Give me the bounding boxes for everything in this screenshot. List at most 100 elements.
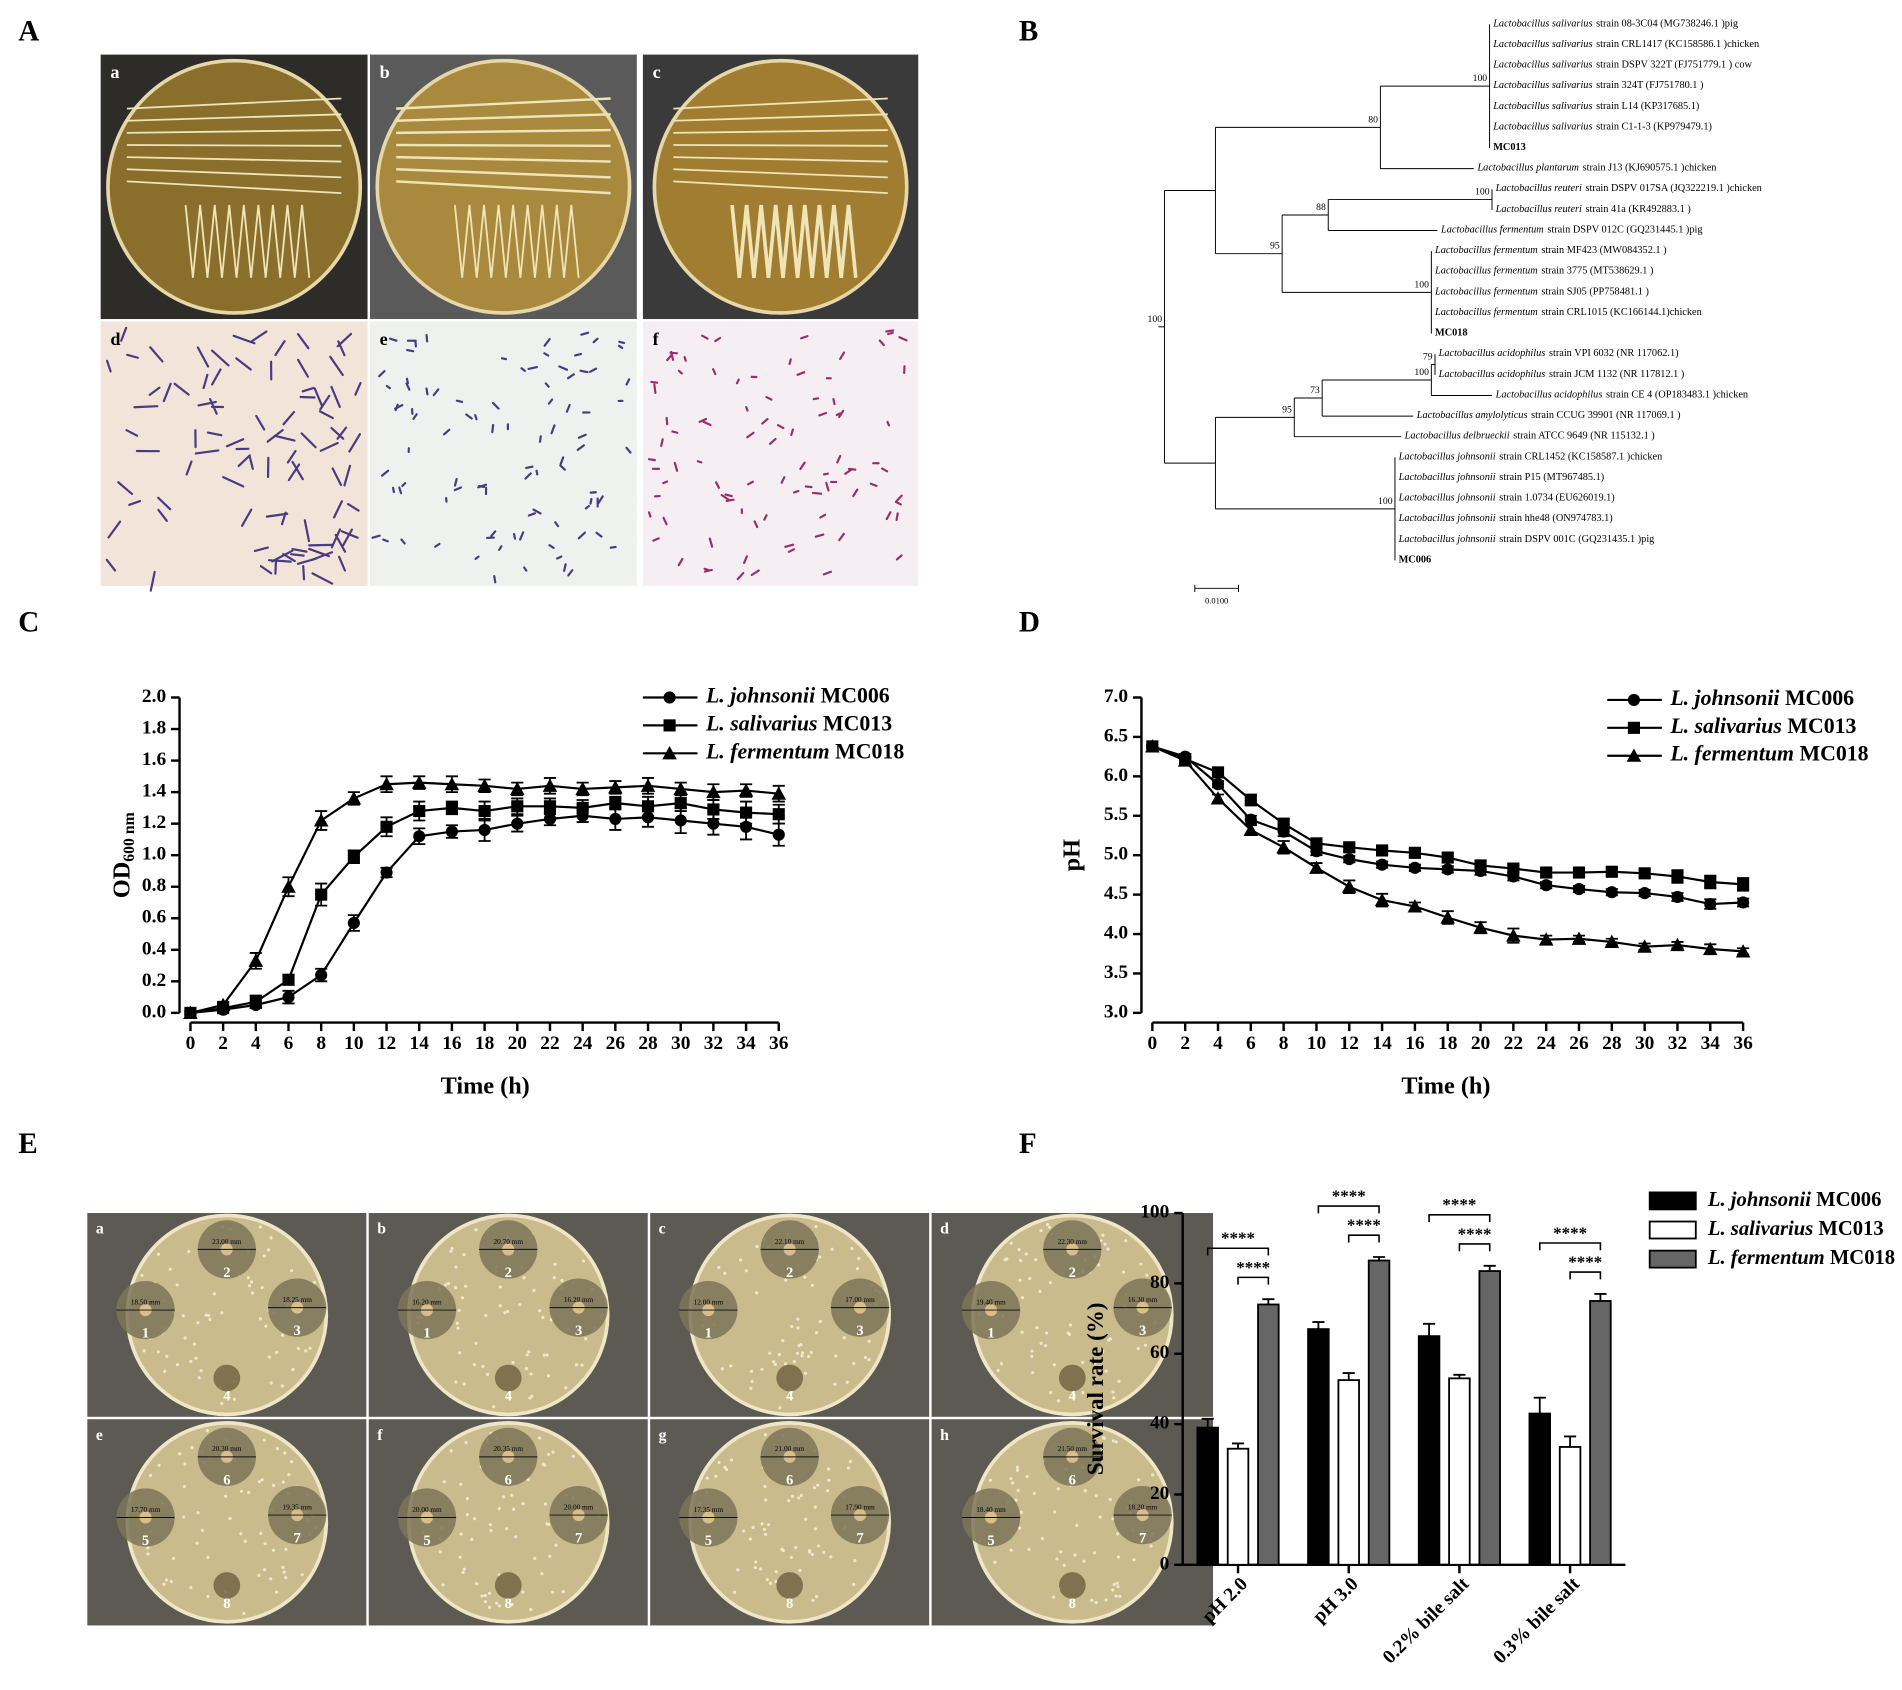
streak [126, 168, 342, 179]
bacterium [128, 499, 142, 506]
colony [190, 1446, 194, 1450]
colony [511, 1360, 515, 1365]
colony [542, 1353, 546, 1357]
strain-info: strain DSPV 322T (FJ751779.1 ) cow [1596, 60, 1752, 71]
y-tick-label: 0.4 [142, 938, 167, 959]
bootstrap-value: 80 [1368, 114, 1378, 125]
bacterium [597, 495, 604, 504]
bacterium [796, 371, 806, 376]
colony [1045, 1223, 1050, 1227]
bacterium [210, 349, 230, 367]
marker [1540, 866, 1553, 879]
strain-info: strain 1.0734 (EU626019.1) [1499, 493, 1615, 504]
colony [780, 1547, 784, 1551]
colony [250, 1280, 254, 1284]
marker [707, 817, 720, 830]
bar [1528, 1412, 1551, 1566]
bacterium [822, 472, 829, 476]
colony [239, 1489, 244, 1493]
marker [511, 800, 524, 813]
bacterium [117, 481, 134, 496]
significance-bracket [1538, 1242, 1602, 1251]
bacterium [222, 476, 245, 488]
colony [498, 1285, 502, 1289]
bacterium [898, 336, 908, 342]
colony [760, 1522, 764, 1526]
colony [1020, 1330, 1024, 1334]
colony [1056, 1487, 1060, 1491]
colony [552, 1276, 556, 1280]
colony [175, 1283, 179, 1287]
well-number: 8 [223, 1596, 230, 1612]
bacterium [308, 543, 333, 547]
significance-bracket [1569, 1271, 1602, 1280]
bacterium [565, 403, 571, 413]
colony [457, 1308, 461, 1313]
x-tick-label: 22 [540, 1033, 559, 1054]
colony [462, 1567, 466, 1571]
marker [445, 825, 458, 838]
colony [1015, 1468, 1019, 1472]
marker [1507, 862, 1520, 875]
bacterium [736, 571, 745, 581]
bacterium [474, 414, 478, 421]
bacterium [543, 352, 550, 357]
x-tick-label: 28 [638, 1033, 658, 1054]
bacterium [173, 382, 190, 396]
significance-label: **** [1332, 1186, 1366, 1205]
bacterium [745, 405, 749, 412]
colony [206, 1594, 210, 1599]
colony [1111, 1390, 1115, 1394]
bacterium [750, 569, 760, 577]
bacterium [194, 449, 220, 455]
leaf-name: MC013 [1493, 142, 1526, 153]
strain-info: strain 08-3C04 (MG738246.1 )pig [1596, 19, 1738, 30]
bacterium [698, 417, 708, 423]
zone-diameter: 22.30 mm [1058, 1238, 1088, 1246]
bacterium [617, 344, 624, 350]
streak [396, 128, 611, 135]
marker [575, 781, 590, 796]
colony [794, 1545, 798, 1550]
panel-label: F [1019, 1128, 1037, 1160]
bacterium [725, 498, 735, 503]
colony [275, 1350, 279, 1355]
marker [1211, 766, 1225, 779]
strain-info: strain CRL1452 (KC158587.1 )chicken [1499, 452, 1662, 463]
x-tick-label: 18 [1438, 1033, 1458, 1054]
bacterium [812, 397, 820, 401]
colony [760, 1367, 764, 1371]
x-tick-label: 32 [1668, 1033, 1687, 1054]
subpanel-label: e [96, 1427, 103, 1444]
bacterium [735, 378, 740, 385]
strain-info: strain P15 (MT967485.1) [1499, 472, 1604, 483]
colony [196, 1511, 200, 1515]
streak [396, 143, 611, 148]
colony [580, 1363, 584, 1367]
photo-background [369, 321, 637, 586]
colony [717, 1460, 721, 1464]
colony [1009, 1241, 1013, 1245]
colony [742, 1529, 746, 1533]
leaf-label: Lactobacillus johnsonii strain 1.0734 (EU… [1398, 493, 1615, 504]
y-tick-label: 3.0 [1104, 1001, 1128, 1022]
bacterium [702, 420, 712, 427]
colony [247, 1490, 251, 1495]
bacterium [265, 512, 289, 518]
colony [1020, 1296, 1025, 1300]
colony [149, 1474, 153, 1478]
colony [842, 1336, 846, 1340]
bacterium [780, 476, 786, 484]
colony [195, 1541, 199, 1545]
bacterium [157, 508, 168, 522]
leaf-label: Lactobacillus fermentum strain MF423 (MW0… [1434, 245, 1667, 256]
bacterium [589, 497, 593, 505]
colony [530, 1394, 534, 1398]
well [776, 1364, 804, 1392]
colony [755, 1245, 759, 1249]
strain-info: strain CRL1015 (KC166144.1)chicken [1541, 307, 1701, 318]
error-bar [1483, 1264, 1496, 1272]
colony [284, 1547, 288, 1551]
well-number: 7 [575, 1531, 582, 1547]
colony [208, 1317, 212, 1322]
